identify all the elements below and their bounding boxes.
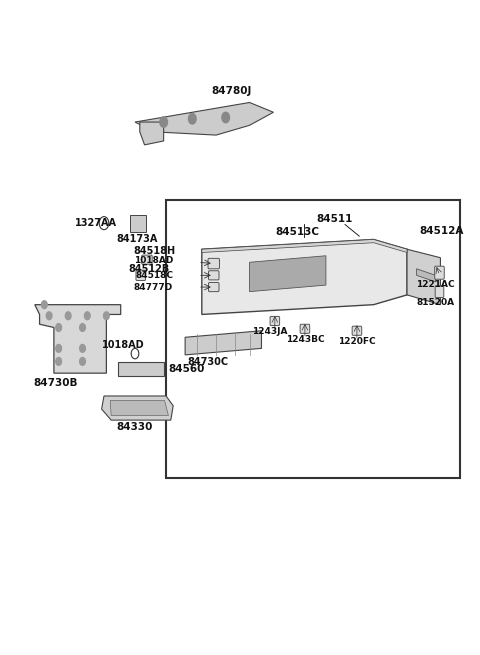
Text: 84512B: 84512B: [129, 264, 170, 274]
Text: 1220FC: 1220FC: [338, 337, 376, 346]
Polygon shape: [140, 122, 164, 145]
Circle shape: [160, 117, 168, 127]
FancyBboxPatch shape: [208, 271, 219, 280]
FancyBboxPatch shape: [208, 258, 219, 269]
Circle shape: [56, 358, 61, 365]
Polygon shape: [102, 396, 173, 420]
Circle shape: [80, 324, 85, 331]
Text: 84513C: 84513C: [276, 227, 320, 236]
Text: 84777D: 84777D: [134, 282, 173, 291]
Polygon shape: [202, 240, 407, 314]
Polygon shape: [202, 240, 407, 252]
Text: 81520A: 81520A: [417, 298, 455, 307]
Polygon shape: [110, 401, 168, 415]
FancyBboxPatch shape: [136, 270, 145, 280]
Circle shape: [56, 345, 61, 352]
Polygon shape: [417, 269, 436, 282]
Circle shape: [65, 312, 71, 320]
Polygon shape: [407, 250, 441, 305]
Text: 1243BC: 1243BC: [286, 335, 324, 344]
Circle shape: [46, 312, 52, 320]
Circle shape: [41, 301, 47, 309]
Text: 1243JA: 1243JA: [252, 327, 288, 336]
Circle shape: [189, 113, 196, 124]
Polygon shape: [185, 331, 262, 355]
Text: 84518C: 84518C: [135, 271, 173, 280]
FancyBboxPatch shape: [435, 266, 444, 279]
FancyBboxPatch shape: [352, 326, 362, 335]
Circle shape: [104, 312, 109, 320]
Text: 84518H: 84518H: [133, 246, 175, 255]
Text: 1018AD: 1018AD: [102, 340, 144, 350]
Circle shape: [56, 324, 61, 331]
Text: 84511: 84511: [316, 214, 353, 223]
FancyBboxPatch shape: [270, 316, 280, 326]
Polygon shape: [118, 362, 164, 377]
FancyBboxPatch shape: [130, 215, 146, 233]
Circle shape: [222, 112, 229, 122]
Polygon shape: [250, 255, 326, 291]
Text: 84512A: 84512A: [419, 226, 463, 236]
Text: 84730B: 84730B: [34, 378, 78, 388]
Text: 84173A: 84173A: [117, 234, 158, 244]
Text: 84330: 84330: [116, 422, 152, 432]
Circle shape: [80, 345, 85, 352]
FancyBboxPatch shape: [300, 324, 310, 333]
Polygon shape: [135, 102, 274, 135]
Text: 1327AA: 1327AA: [75, 218, 117, 228]
Text: 1221AC: 1221AC: [416, 280, 455, 289]
FancyBboxPatch shape: [142, 255, 152, 264]
Text: 84730C: 84730C: [188, 357, 228, 367]
Text: 84780J: 84780J: [211, 86, 252, 96]
FancyBboxPatch shape: [435, 286, 444, 297]
Text: 84560: 84560: [168, 364, 205, 374]
Polygon shape: [35, 305, 120, 373]
FancyBboxPatch shape: [208, 282, 219, 291]
Circle shape: [84, 312, 90, 320]
Bar: [166, 200, 459, 477]
Circle shape: [80, 358, 85, 365]
Text: 1018AD: 1018AD: [134, 257, 173, 265]
